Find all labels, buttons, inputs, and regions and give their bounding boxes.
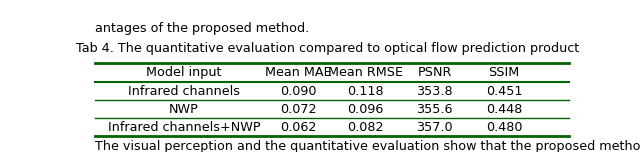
Text: PSNR: PSNR	[417, 66, 452, 79]
Text: NWP: NWP	[169, 103, 199, 116]
Text: 0.480: 0.480	[486, 121, 522, 134]
Text: SSIM: SSIM	[488, 66, 520, 79]
Text: 0.072: 0.072	[280, 103, 317, 116]
Text: Infrared channels: Infrared channels	[128, 85, 240, 98]
Text: 0.451: 0.451	[486, 85, 522, 98]
Text: Infrared channels+NWP: Infrared channels+NWP	[108, 121, 260, 134]
Text: Model input: Model input	[147, 66, 222, 79]
Text: 0.082: 0.082	[347, 121, 383, 134]
Text: Mean MAE: Mean MAE	[265, 66, 332, 79]
Text: 357.0: 357.0	[417, 121, 453, 134]
Text: antages of the proposed method.: antages of the proposed method.	[95, 22, 309, 35]
Text: 0.118: 0.118	[347, 85, 383, 98]
Text: 0.062: 0.062	[280, 121, 316, 134]
Text: 355.6: 355.6	[417, 103, 453, 116]
Text: The visual perception and the quantitative evaluation show that the proposed met: The visual perception and the quantitati…	[95, 140, 640, 152]
Text: 0.448: 0.448	[486, 103, 522, 116]
Text: Mean RMSE: Mean RMSE	[328, 66, 403, 79]
Text: 0.090: 0.090	[280, 85, 317, 98]
Text: Tab 4. The quantitative evaluation compared to optical flow prediction product: Tab 4. The quantitative evaluation compa…	[76, 42, 580, 55]
Text: 353.8: 353.8	[417, 85, 453, 98]
Text: 0.096: 0.096	[347, 103, 383, 116]
